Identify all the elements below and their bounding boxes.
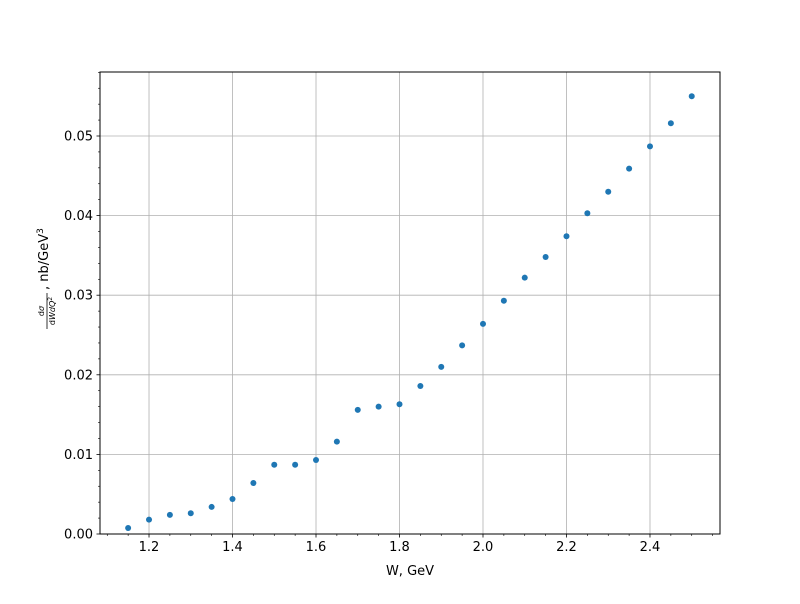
data-point (646, 143, 653, 150)
y-tick-label: 0.03 (64, 289, 93, 304)
data-point (667, 120, 674, 127)
ticks: 1.2 1.4 1.6 1.8 2.0 2.2 2.4 0.00 0.01 0.02 0.03 0.0… (64, 72, 713, 555)
data-point (146, 516, 153, 523)
x-tick-label: 2.2 (556, 540, 577, 555)
data-point (688, 93, 695, 100)
y-tick-label: 0.04 (64, 209, 93, 224)
data-point (229, 495, 236, 502)
svg-text:dσ: dσ (37, 305, 46, 316)
axes-frame (99, 71, 721, 535)
x-tick-label: 1.4 (222, 540, 243, 555)
data-point (626, 165, 633, 172)
data-point (542, 253, 549, 260)
x-tick-label: 2.4 (640, 540, 661, 555)
y-tick-label: 0.01 (64, 448, 93, 463)
data-point (208, 503, 215, 510)
data-point (417, 382, 424, 389)
data-point (187, 510, 194, 517)
data-point (521, 274, 528, 281)
data-point (396, 401, 403, 408)
y-axis-label: dσ dWdQ2 , nb/GeV3 (36, 228, 57, 329)
data-point (313, 456, 320, 463)
svg-text:, nb/GeV3: , nb/GeV3 (36, 228, 52, 290)
y-tick-label: 0.02 (64, 368, 93, 383)
data-point (250, 480, 257, 487)
data-point (333, 438, 340, 445)
data-point (271, 461, 278, 468)
data-point (354, 406, 361, 413)
data-point (166, 511, 173, 518)
x-tick-label: 1.2 (139, 540, 160, 555)
data-point (292, 461, 299, 468)
x-tick-label: 1.8 (389, 540, 410, 555)
data-point (125, 525, 132, 532)
svg-text:dWdQ2: dWdQ2 (47, 297, 57, 325)
x-tick-label: 1.6 (306, 540, 327, 555)
x-tick-label: 2.0 (473, 540, 494, 555)
data-point (500, 297, 507, 304)
data-point (563, 233, 570, 240)
data-point (438, 363, 445, 370)
grid (100, 72, 720, 535)
data-point (479, 320, 486, 327)
data-point (605, 188, 612, 195)
data-point (584, 210, 591, 217)
data-points (125, 93, 695, 532)
y-tick-label: 0.00 (64, 528, 93, 543)
data-point (459, 342, 466, 349)
data-point (375, 403, 382, 410)
y-tick-label: 0.05 (64, 129, 93, 144)
x-axis-label: W, GeV (386, 564, 434, 579)
